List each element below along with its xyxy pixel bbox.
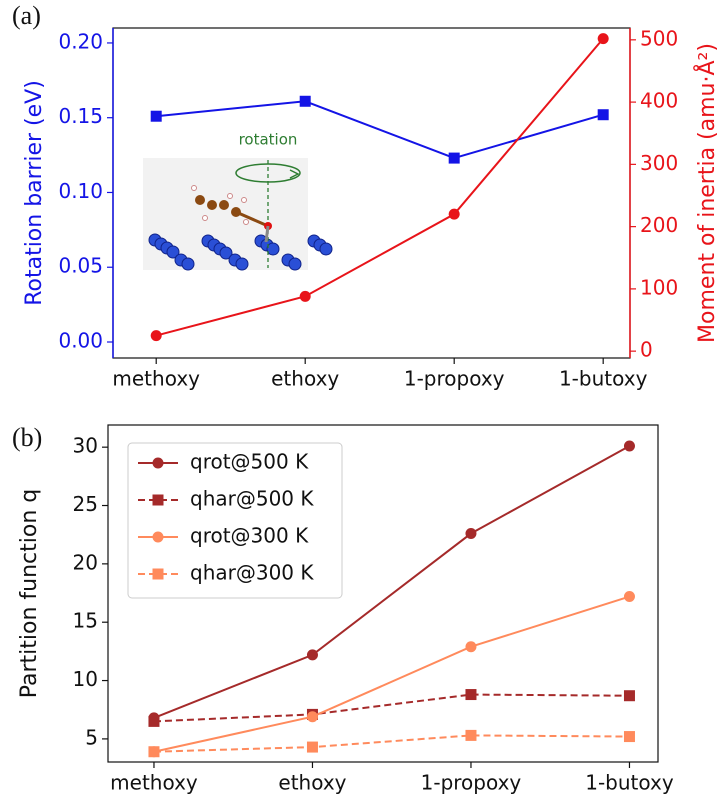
- marker: [150, 110, 162, 122]
- marker: [448, 208, 460, 220]
- series-line: [153, 595, 630, 753]
- marker: [148, 746, 160, 758]
- marker: [623, 440, 635, 452]
- y-tick-label: 0.00: [58, 329, 103, 353]
- legend-marker: [152, 494, 164, 506]
- x-tick-label: ethoxy: [271, 367, 339, 391]
- y-axis-label: Rotation barrier (eV): [22, 80, 47, 306]
- x-tick-label: 1-propoxy: [421, 771, 522, 795]
- y-tick-label: 0.20: [58, 29, 103, 53]
- y-tick-label: 0.15: [58, 104, 103, 128]
- y-tick-label: 20: [73, 550, 98, 574]
- legend-label: qhar@500 K: [190, 487, 314, 511]
- y-axis-label: Partition function q: [17, 489, 42, 699]
- legend-label: qhar@300 K: [190, 561, 314, 585]
- marker: [150, 330, 162, 342]
- x-tick-label: 1-butoxy: [559, 367, 648, 391]
- legend-label: qrot@500 K: [190, 450, 309, 474]
- series-line: [155, 37, 604, 337]
- marker: [623, 591, 635, 603]
- marker: [148, 715, 160, 727]
- marker: [448, 152, 460, 164]
- y2-tick-label: 400: [640, 89, 678, 113]
- marker: [623, 690, 635, 702]
- plot-frame: [107, 424, 659, 763]
- x-tick-label: methoxy: [112, 367, 200, 391]
- legend-label: qrot@300 K: [190, 524, 309, 548]
- legend-box: [127, 442, 343, 599]
- y2-tick-label: 0: [640, 338, 653, 362]
- legend-marker: [152, 568, 164, 580]
- inset-image: rotation: [143, 131, 333, 271]
- series-line: [153, 693, 630, 723]
- marker: [306, 711, 318, 723]
- marker: [299, 95, 311, 107]
- marker: [306, 649, 318, 661]
- marker: [597, 109, 609, 121]
- y2-tick-label: 500: [640, 26, 678, 50]
- marker: [465, 641, 477, 653]
- marker: [465, 689, 477, 701]
- y-tick-label: 0.05: [58, 254, 103, 278]
- y-tick-label: 30: [73, 434, 98, 458]
- y2-tick-label: 300: [640, 151, 678, 175]
- x-tick-label: ethoxy: [278, 771, 346, 795]
- y-tick-label: 5: [85, 725, 98, 749]
- marker: [465, 729, 477, 741]
- y-tick-label: 0.10: [58, 179, 103, 203]
- x-tick-label: methoxy: [110, 771, 198, 795]
- x-tick-label: 1-butoxy: [585, 771, 674, 795]
- y-tick-label: 25: [73, 492, 98, 516]
- inset-annotation: rotation: [239, 131, 298, 149]
- legend-marker: [152, 531, 164, 543]
- series-line: [153, 734, 630, 753]
- marker: [597, 33, 609, 45]
- series-line: [156, 100, 604, 160]
- marker: [623, 731, 635, 743]
- marker: [306, 741, 318, 753]
- y-tick-label: 10: [73, 667, 98, 691]
- series-line: [153, 445, 630, 719]
- marker: [465, 528, 477, 540]
- y2-axis-label: Moment of inertia (amu·Å²): [693, 43, 720, 343]
- x-tick-label: 1-propoxy: [404, 367, 505, 391]
- panel-label: (a): [12, 1, 41, 30]
- legend-marker: [152, 457, 164, 469]
- panel-label: (b): [12, 423, 42, 452]
- y2-tick-label: 200: [640, 213, 678, 237]
- y2-tick-label: 100: [640, 275, 678, 299]
- marker: [299, 290, 311, 302]
- y-tick-label: 15: [73, 609, 98, 633]
